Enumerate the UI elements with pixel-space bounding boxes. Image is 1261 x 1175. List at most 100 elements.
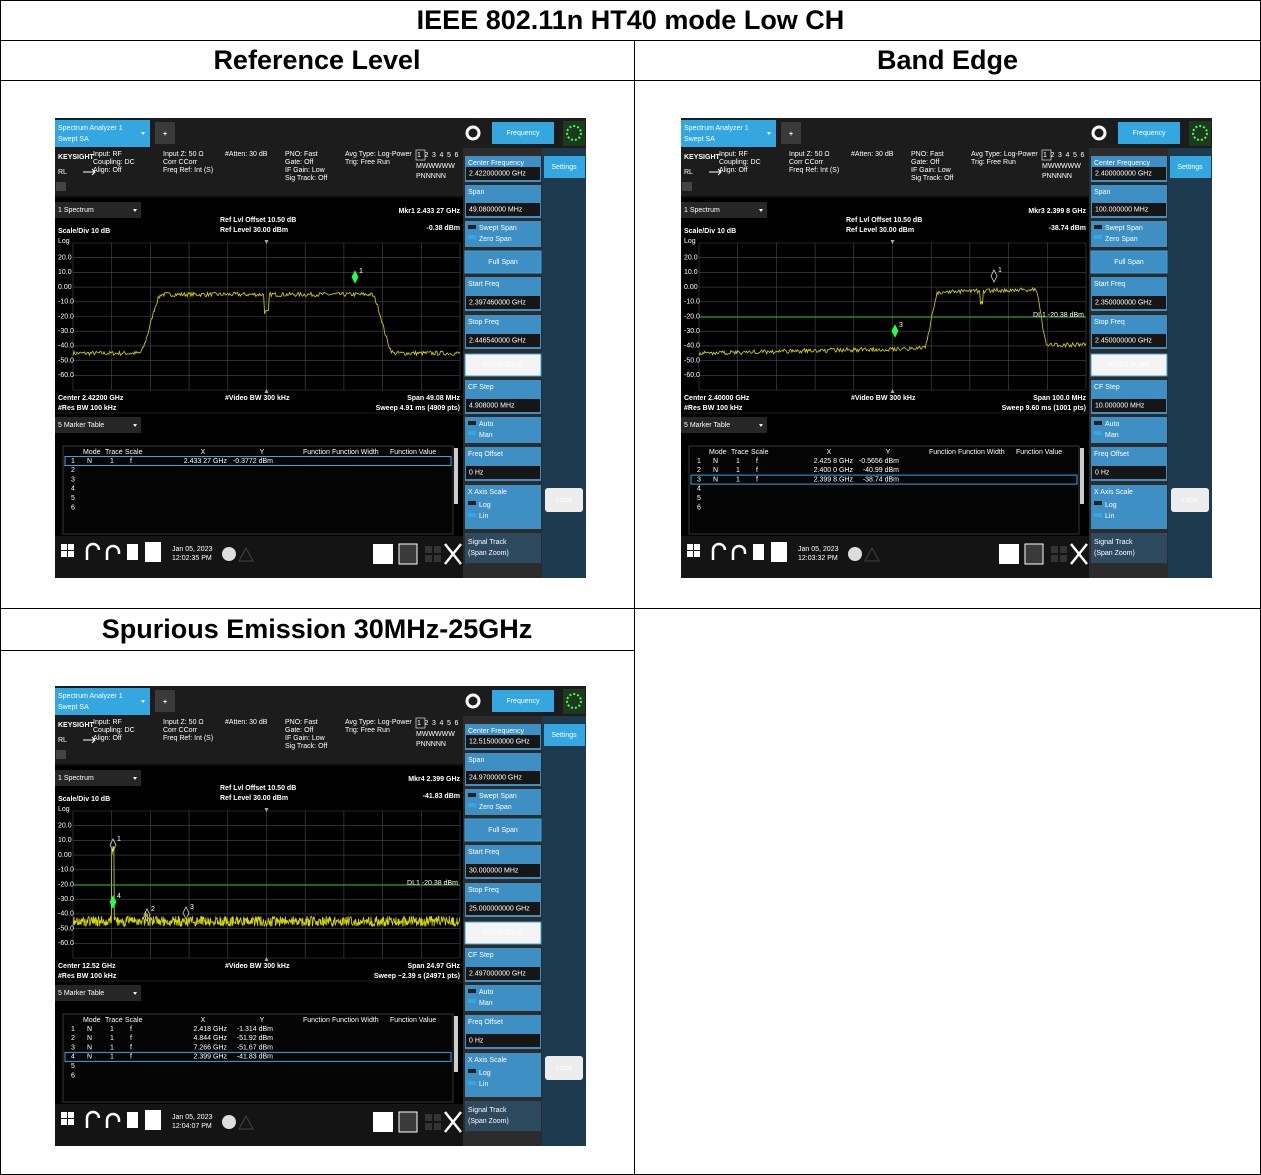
softkey-option: Auto [479,421,494,428]
panel [61,1112,67,1118]
panel [55,716,463,764]
trace-types: MWWWWW [416,731,455,738]
table-header: Function Value [1016,449,1062,456]
row-number: 3 [71,1044,75,1051]
softkey-label: Start Freq [1094,281,1125,288]
softkey-label: Signal Track [468,539,507,546]
table-header: Scale [125,1017,143,1024]
tab-label: Swept SA [684,136,715,143]
panel [468,1069,476,1073]
info-text: Corr CCorr [163,159,198,166]
table-header: Scale [125,449,143,456]
softkey-button: AUTO TUNE [483,362,524,369]
panel [1118,122,1180,144]
trace-number: 6 [455,152,459,159]
marker-label: 4 [117,893,121,900]
marker-readout: Mkr1 2.433 27 GHz [399,208,461,215]
y-tick-label: 10.0 [58,837,72,844]
softkey-option: Zero Span [1105,236,1138,243]
table-cell: N [87,1054,92,1061]
panel [56,182,66,191]
table-header: Function Width [332,449,379,456]
sweep-label: Sweep 4.91 ms (4909 pts) [376,405,460,412]
softkey-label: CF Step [468,952,494,959]
border [0,608,1261,609]
info-text: Input: RF [93,151,122,158]
input-icon [83,168,96,176]
panel [61,551,67,557]
dropdown-arrow [141,700,145,703]
panel [694,551,700,557]
input-icon [709,168,722,176]
table-cell: 2.399 8 GHz [814,476,854,483]
softkey-option: Zero Span [479,236,512,243]
panel [542,716,586,1146]
warning-icon [238,1114,254,1130]
row-number: 6 [71,1072,75,1079]
window-label: 1 Spectrum [684,207,720,214]
settings-tab: Settings [551,732,577,739]
panel [1092,167,1166,180]
softkey-option: Swept Span [479,225,517,232]
row-number: 6 [71,504,75,511]
panel [425,555,432,562]
local-button: Local [556,1065,573,1072]
softkey-label: Stop Freq [468,887,499,894]
softkey-label: Stop Freq [468,319,499,326]
date: Jan 05, 2023 [798,546,839,553]
panel [468,421,476,425]
softkey-label: Center Frequency [468,160,525,167]
softkey-value: 10.000000 MHz [1095,402,1145,409]
add-tab: + [163,699,167,706]
center-label: Center 2.40000 GHz [684,395,750,402]
panel [687,544,693,550]
trace-types: MWWWWW [416,163,455,170]
table-cell: 1 [736,458,740,465]
border [0,650,634,651]
y-tick-label: -30.0 [684,328,700,335]
panel [55,120,150,147]
panel [694,544,700,550]
time: 12:02:35 PM [172,555,212,562]
panel [1092,203,1166,216]
table-cell: f [756,458,758,465]
redo-icon [105,1112,121,1128]
trace [698,286,1087,356]
panel [127,544,138,560]
panel [373,544,393,564]
row-number: 1 [71,458,75,465]
span-label: Span 100.0 MHz [1033,395,1086,402]
trace-number: 6 [455,720,459,727]
table-cell: -51.67 dBm [237,1044,273,1051]
softkey-label: Span [468,757,484,764]
softkey-value: 2.350000000 GHz [1095,299,1152,306]
brand: KEYSIGHT [58,154,95,161]
panel [999,544,1019,564]
panel [466,771,540,784]
table-cell: N [87,458,92,465]
softkey-value: 2.497000000 GHz [469,970,526,977]
chat-icon [222,1115,236,1129]
panel [55,202,141,218]
softkey-value: 2.422000000 GHz [469,170,526,177]
sweep-label: Sweep ~2.39 s (24971 pts) [374,973,460,980]
softkey-label: Start Freq [468,849,499,856]
panel [464,250,542,274]
trace-detectors: PNNNNN [416,741,446,748]
panel [434,1114,441,1121]
chat-icon [848,547,862,561]
info-text: IF Gain: Low [911,167,952,174]
panel [55,417,141,433]
row-number: 1 [71,1026,75,1033]
redo-icon [731,544,747,560]
marker-diamond [990,269,998,283]
trace-detectors: PNNNNN [416,173,446,180]
panel [466,967,540,980]
marker-label: 1 [117,836,121,843]
y-tick-label: -60.0 [58,372,74,379]
info-text: Avg Type: Log-Power [345,151,412,158]
softkey-label: Freq Offset [1094,451,1129,458]
table-header: Function Width [958,449,1005,456]
table-cell: -40.99 dBm [863,467,899,474]
help-button: ? [151,550,155,557]
